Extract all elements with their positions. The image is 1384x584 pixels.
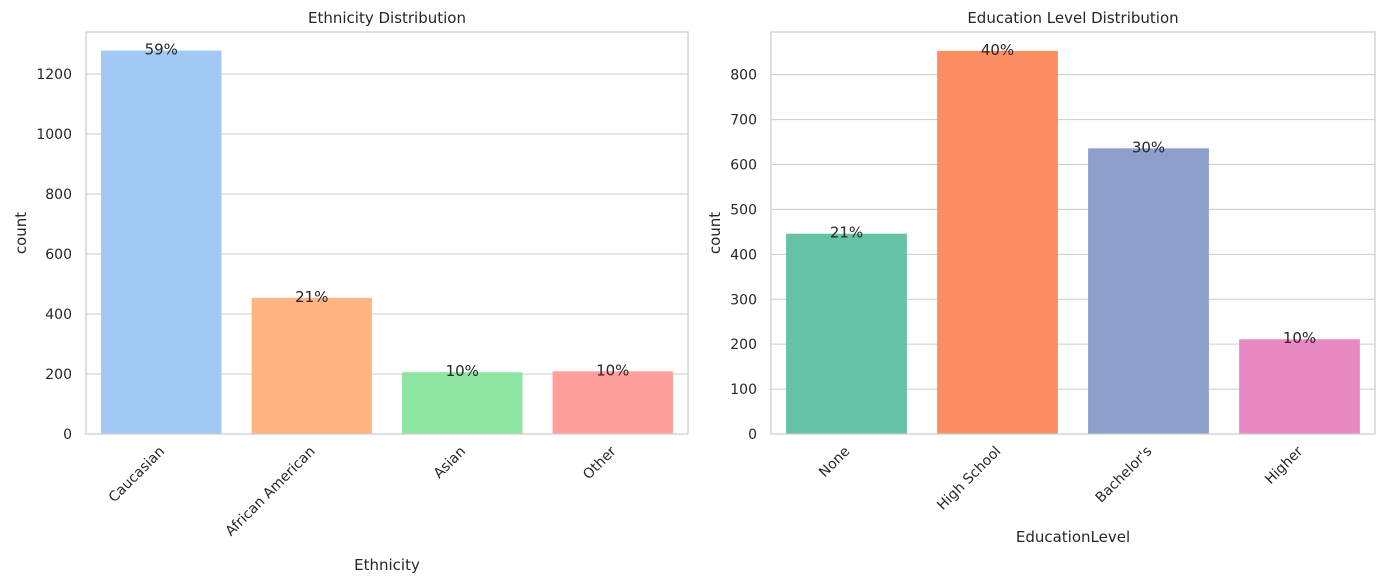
y-axis-label: count	[706, 212, 724, 254]
y-tick-label: 700	[730, 113, 757, 129]
bar	[101, 50, 222, 434]
axes-frame	[85, 31, 689, 435]
bar	[1088, 148, 1209, 435]
x-tick-label: Caucasian	[106, 444, 168, 506]
y-tick-label: 300	[730, 292, 757, 308]
education-level-chart: 0 100 200 300 400 500 600 700 800 21% None 40% High …	[706, 9, 1376, 546]
data-label: 10%	[1283, 329, 1316, 347]
bar	[1239, 339, 1360, 434]
y-tick-label: 500	[730, 202, 757, 218]
x-tick-label: Other	[580, 443, 620, 483]
y-axis-label: count	[12, 212, 30, 254]
y-tick-label: 400	[45, 307, 72, 323]
y-tick-label: 400	[730, 247, 757, 263]
data-label: 30%	[1132, 138, 1165, 156]
y-tick-label: 1200	[36, 67, 72, 83]
x-tick-label: Asian	[431, 444, 469, 482]
y-tick-label: 0	[63, 427, 72, 443]
bar	[786, 233, 907, 434]
data-label: 10%	[596, 361, 629, 379]
y-tick-label: 200	[45, 367, 72, 383]
data-label: 59%	[145, 41, 178, 59]
x-tick-label: Bachelor's	[1093, 444, 1156, 507]
x-tick-label: None	[816, 444, 853, 481]
y-tick-label: 100	[730, 382, 757, 398]
chart-title: Education Level Distribution	[967, 9, 1178, 27]
x-tick-label: African American	[223, 444, 319, 540]
x-axis-label: Ethnicity	[354, 556, 420, 574]
data-label: 21%	[295, 288, 328, 306]
y-tick-label: 600	[45, 247, 72, 263]
y-tick-label: 1000	[36, 127, 72, 143]
y-tick-label: 800	[730, 68, 757, 84]
bar	[251, 297, 372, 434]
bar	[402, 372, 523, 434]
data-label: 10%	[446, 362, 479, 380]
y-tick-label: 200	[730, 337, 757, 353]
bar	[552, 371, 673, 434]
chart-title: Ethnicity Distribution	[308, 9, 466, 27]
data-label: 40%	[981, 41, 1014, 59]
x-axis-label: EducationLevel	[1016, 528, 1130, 546]
bar	[937, 50, 1058, 434]
x-tick-label: Higher	[1262, 443, 1306, 487]
y-tick-label: 0	[748, 427, 757, 443]
ethnicity-chart: 0 200 400 600 800 1000 1200 59% Caucasian 21% Afri…	[12, 9, 689, 574]
data-label: 21%	[830, 224, 863, 242]
y-tick-label: 800	[45, 187, 72, 203]
y-tick-label: 600	[730, 158, 757, 174]
axes-frame	[770, 31, 1376, 435]
x-tick-label: High School	[934, 444, 1004, 514]
